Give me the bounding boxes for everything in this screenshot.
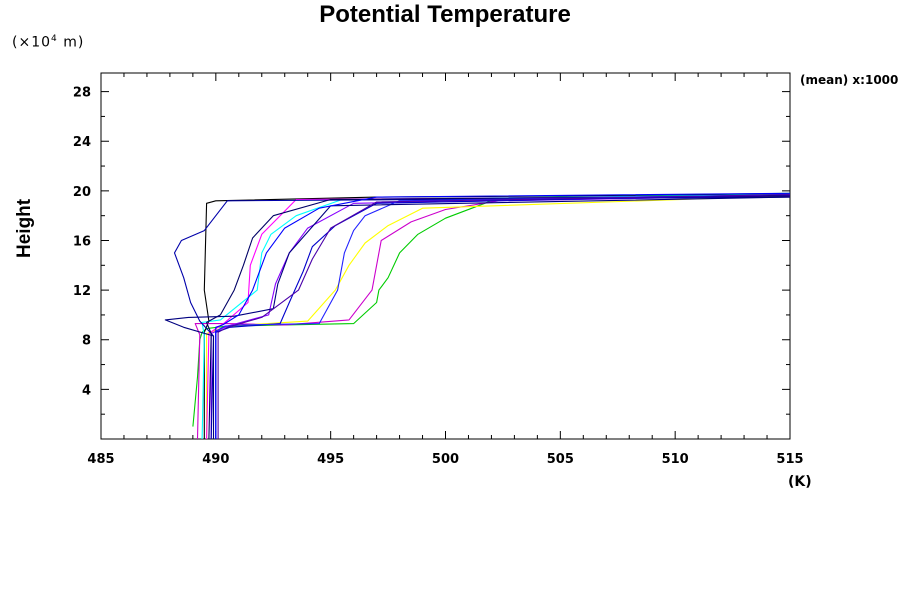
- series-line: [206, 195, 791, 440]
- mean-scale-note: (mean) x:1000: [800, 73, 899, 87]
- series-line: [192, 192, 791, 427]
- y-tick-label: 28: [73, 86, 91, 101]
- y-tick-label: 20: [73, 185, 91, 200]
- x-axis-unit: (K): [788, 474, 812, 490]
- y-tick-label: 12: [73, 284, 91, 299]
- axis-ticks: [100, 73, 791, 440]
- series-lines: [164, 192, 791, 440]
- series-line: [201, 194, 791, 440]
- series-line: [194, 195, 791, 440]
- series-line: [215, 194, 791, 439]
- series-line: [215, 194, 791, 439]
- x-tick-label: 510: [662, 452, 689, 467]
- series-line: [206, 195, 791, 439]
- x-tick-label: 500: [432, 452, 459, 467]
- y-tick-label: 16: [73, 234, 91, 249]
- y-tick-label: 4: [82, 383, 91, 398]
- x-tick-label: 490: [202, 452, 229, 467]
- x-tick-label: 495: [317, 452, 344, 467]
- y-tick-label: 8: [82, 334, 91, 349]
- series-line: [215, 192, 791, 439]
- tick-labels: 485 490 495 500 505 510 515 4 8 12 16 20 24 28: [73, 86, 804, 467]
- series-line: [203, 194, 791, 439]
- y-tick-label: 24: [73, 135, 91, 150]
- x-tick-label: 485: [87, 452, 114, 467]
- x-tick-label: 515: [776, 452, 803, 467]
- x-tick-label: 505: [547, 452, 574, 467]
- series-line: [206, 195, 791, 440]
- series-line: [210, 195, 791, 439]
- series-line: [173, 196, 791, 440]
- series-line: [164, 196, 791, 439]
- series-line: [217, 194, 791, 439]
- y-unit-prefix: (×10: [12, 34, 52, 51]
- y-unit-exponent: 4: [51, 34, 58, 44]
- y-axis-unit: (×104 m): [12, 34, 84, 51]
- y-unit-suffix: m): [57, 34, 85, 51]
- chart-title: Potential Temperature: [319, 1, 571, 28]
